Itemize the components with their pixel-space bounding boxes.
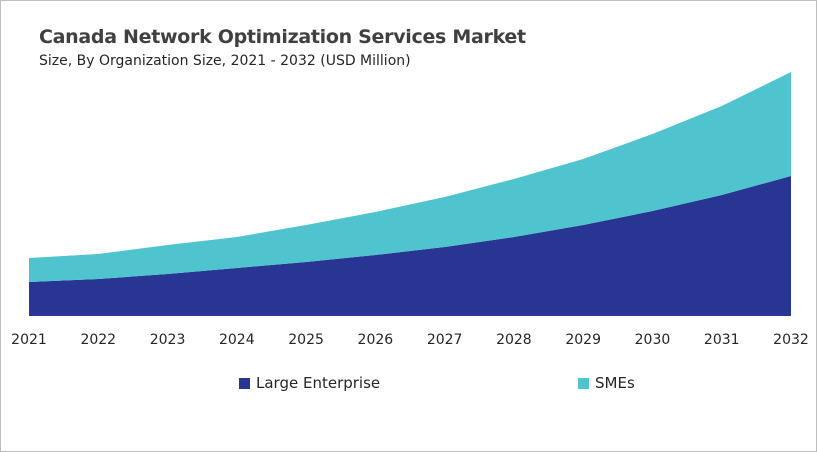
x-tick-label: 2021 [11, 332, 47, 348]
x-tick-label: 2026 [358, 332, 394, 348]
x-tick-label: 2032 [773, 332, 809, 348]
legend-swatch-smes [578, 377, 589, 389]
legend-label: Large Enterprise [256, 374, 381, 392]
x-tick-label: 2025 [288, 332, 324, 348]
chart-subtitle: Size, By Organization Size, 2021 - 2032 … [39, 53, 411, 69]
legend-item-large-enterprise: Large Enterprise [239, 374, 380, 392]
legend-item-smes: SMEs [578, 374, 635, 392]
x-tick-label: 2023 [150, 332, 186, 348]
chart-title: Canada Network Optimization Services Mar… [39, 26, 526, 48]
x-tick-label: 2027 [427, 332, 463, 348]
x-tick-label: 2028 [496, 332, 532, 348]
area-series-large-enterprise [29, 176, 791, 316]
x-tick-label: 2024 [219, 332, 255, 348]
x-tick-label: 2030 [635, 332, 671, 348]
x-tick-label: 2031 [704, 332, 740, 348]
legend-swatch-large-enterprise [239, 377, 250, 389]
area-series-smes [29, 72, 791, 282]
legend-label: SMEs [595, 374, 635, 392]
x-tick-label: 2022 [80, 332, 116, 348]
x-tick-label: 2029 [565, 332, 601, 348]
